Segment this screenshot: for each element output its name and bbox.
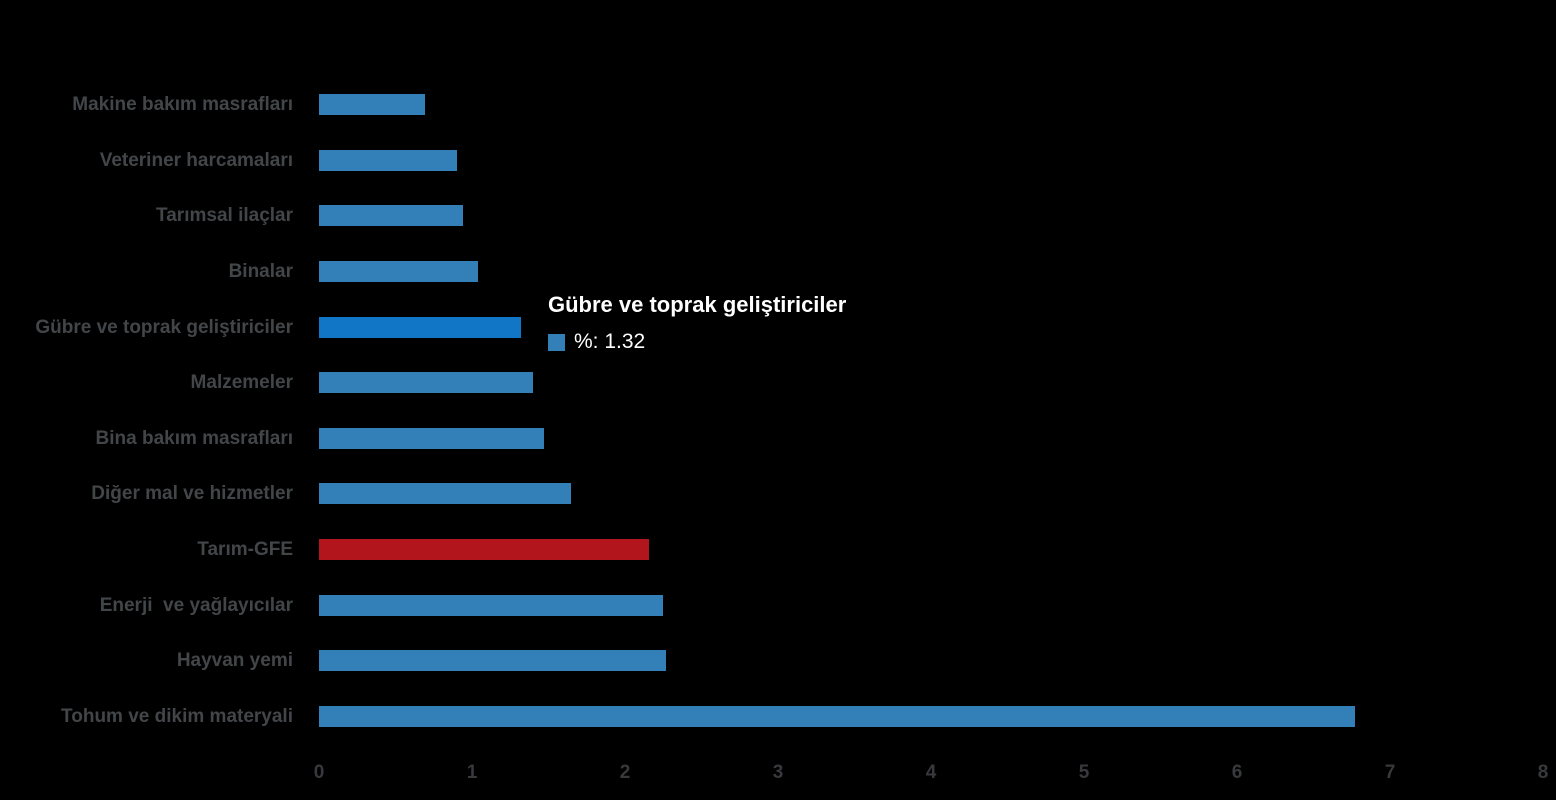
x-tick-label: 2 [619, 762, 631, 783]
bar-diğer-mal-ve-hizmetler[interactable] [319, 483, 571, 504]
category-label: Binalar [228, 261, 293, 282]
bar-gübre-ve-toprak-geliştiriciler[interactable] [319, 317, 521, 338]
category-label: Tohum ve dikim materyali [61, 706, 293, 727]
x-tick-label: 5 [1078, 762, 1090, 783]
bar-tohum-ve-dikim-materyali[interactable] [319, 706, 1355, 727]
tooltip-title: Gübre ve toprak geliştiriciler [548, 292, 847, 317]
category-label: Tarımsal ilaçlar [156, 205, 293, 226]
tooltip-value-line: %: 1.32 [548, 330, 846, 354]
category-label: Enerji ve yağlayıcılar [99, 595, 293, 616]
tooltip-series-swatch-icon [548, 333, 565, 351]
bar-tarım-gfe[interactable] [319, 539, 649, 560]
category-label: Hayvan yemi [176, 650, 293, 671]
tooltip-value: %: 1.32 [574, 330, 646, 353]
bar-binalar[interactable] [319, 261, 478, 282]
x-tick-label: 3 [772, 762, 784, 783]
category-label: Makine bakım masrafları [72, 94, 293, 115]
bar-malzemeler[interactable] [319, 372, 533, 393]
x-tick-label: 8 [1537, 762, 1549, 783]
x-tick-label: 1 [466, 762, 478, 783]
category-label: Malzemeler [190, 372, 293, 393]
x-tick-label: 0 [313, 762, 325, 783]
category-label: Gübre ve toprak geliştiriciler [35, 317, 293, 338]
x-tick-label: 4 [925, 762, 937, 783]
bar-makine-bakım-masrafları[interactable] [319, 94, 425, 115]
category-label: Bina bakım masrafları [95, 428, 293, 449]
x-tick-label: 6 [1231, 762, 1243, 783]
category-label: Tarım-GFE [197, 539, 293, 560]
category-label: Diğer mal ve hizmetler [91, 483, 293, 504]
bar-bina-bakım-masrafları[interactable] [319, 428, 544, 449]
tooltip: Gübre ve toprak geliştiriciler %: 1.32 [548, 293, 846, 354]
category-label: Veteriner harcamaları [99, 150, 293, 171]
bar-hayvan-yemi[interactable] [319, 650, 666, 671]
bar-tarımsal-ilaçlar[interactable] [319, 205, 463, 226]
x-tick-label: 7 [1384, 762, 1396, 783]
bar-enerji-ve-yağlayıcılar[interactable] [319, 595, 663, 616]
bar-veteriner-harcamaları[interactable] [319, 150, 457, 171]
